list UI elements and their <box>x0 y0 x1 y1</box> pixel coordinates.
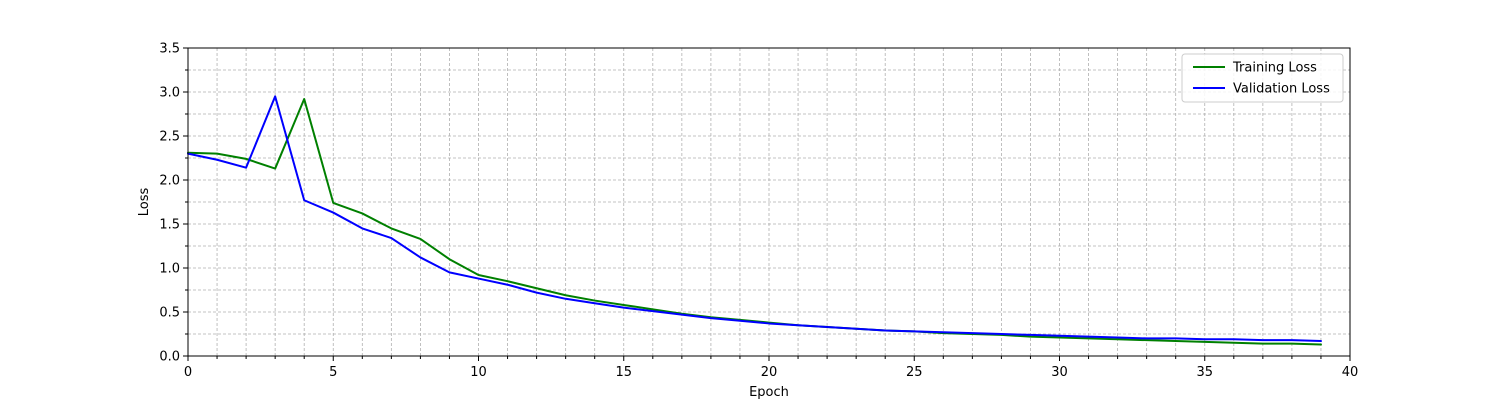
x-tick-label: 40 <box>1342 365 1359 380</box>
y-tick-label: 2.0 <box>159 174 180 189</box>
axis-ticks: 0 5 10 15 20 25 30 35 40 0.0 0.5 1.0 1.5 2.0 2.5 3.0 3.5 <box>159 42 1358 381</box>
x-tick-label: 20 <box>761 365 778 380</box>
x-axis-label: Epoch <box>749 385 789 400</box>
legend-label-validation-loss: Validation Loss <box>1233 82 1330 97</box>
x-tick-label: 10 <box>470 365 487 380</box>
y-tick-label: 3.5 <box>159 42 180 57</box>
x-tick-label: 35 <box>1196 365 1213 380</box>
x-tick-label: 25 <box>906 365 923 380</box>
legend-label-training-loss: Training Loss <box>1232 61 1317 76</box>
x-tick-label: 5 <box>329 365 337 380</box>
y-tick-label: 3.0 <box>159 86 180 101</box>
y-tick-label: 0.5 <box>159 306 180 321</box>
x-tick-label: 30 <box>1051 365 1068 380</box>
series-line-validation-loss <box>187 95 1322 343</box>
legend: Training Loss Validation Loss <box>1181 53 1344 103</box>
y-tick-label: 0.0 <box>159 350 180 365</box>
series-lines <box>187 95 1322 346</box>
y-axis-label: Loss <box>137 188 152 217</box>
x-tick-label: 15 <box>615 365 632 380</box>
y-tick-label: 2.5 <box>159 130 180 145</box>
grid <box>187 47 1351 357</box>
y-tick-label: 1.0 <box>159 262 180 277</box>
x-tick-label: 0 <box>184 365 192 380</box>
y-tick-label: 1.5 <box>159 218 180 233</box>
